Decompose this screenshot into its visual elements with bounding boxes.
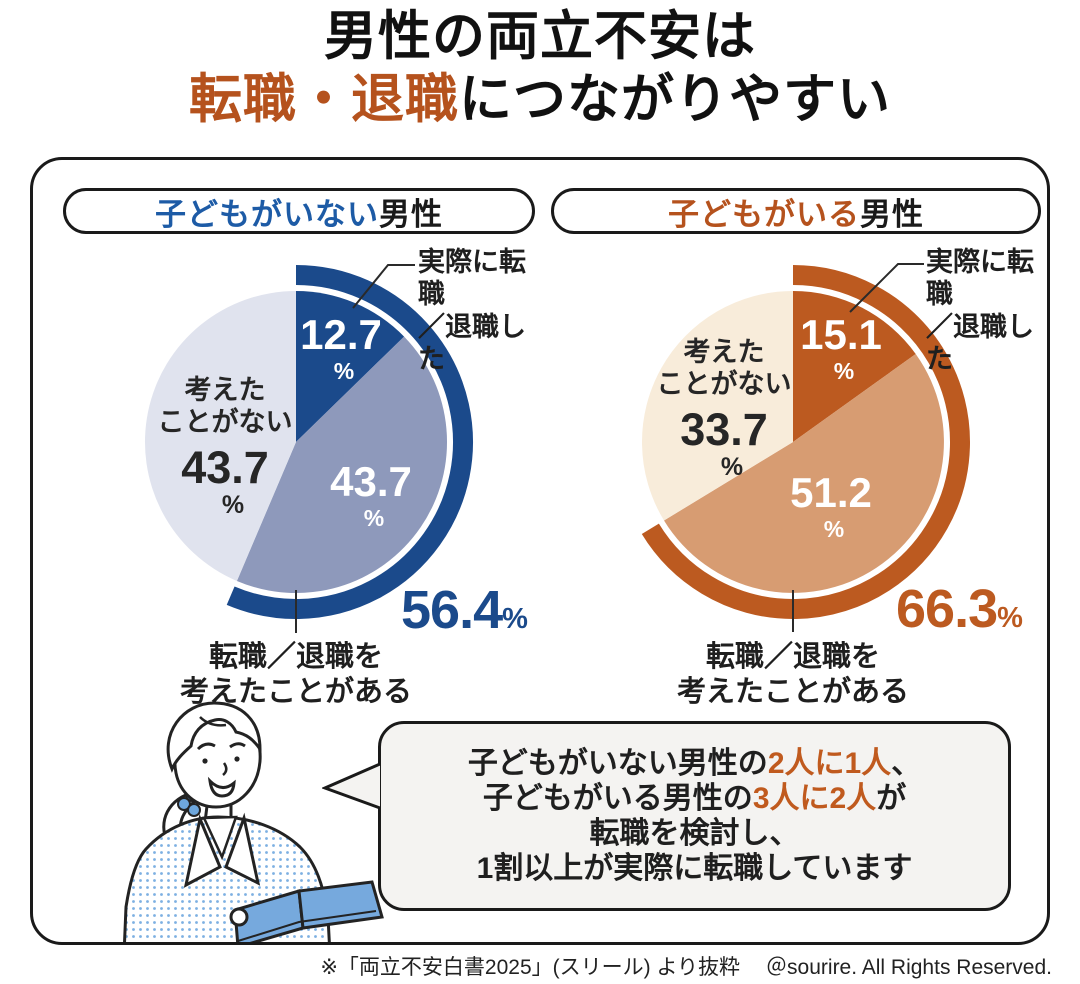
page-title-line1: 男性の両立不安は — [324, 7, 756, 66]
source-credit: ※「両立不安白書2025」(スリール) より抜粋 ＠sourire. All Ri… — [320, 951, 1052, 981]
slice-label-never-considered: 考えた ことがない 43.7 % — [157, 375, 293, 519]
page-title-rest: につながりやすい — [459, 69, 891, 129]
slice-label-never-considered: 考えた ことがない 33.7 % — [656, 337, 792, 481]
eyebrow-right — [229, 742, 246, 749]
mouth — [207, 776, 236, 798]
percent-sign: % — [833, 358, 855, 384]
speech-bubble-tail — [322, 762, 381, 810]
jacket-lapel-right — [224, 812, 261, 886]
group-label-no-children-rest: 男性 — [379, 196, 443, 232]
total-considered-value: 66.3% — [896, 579, 1023, 639]
hand — [229, 907, 249, 927]
bubble-line4: 1割以上が実際に転職しています — [476, 852, 913, 886]
pie-chart-no-children-svg — [144, 264, 473, 633]
slice-value-actually-changed: 12.7 % — [300, 311, 382, 384]
pie-slice — [144, 291, 296, 581]
page-title-line2: 転職・退職につながりやすい — [0, 69, 1080, 132]
total-highlight-arc — [226, 265, 473, 619]
slice-value-never-considered: 43.7 — [181, 441, 269, 493]
bubble-line2: 子どもがいる男性の3人に2人が — [482, 781, 907, 815]
hair-strand — [199, 716, 227, 727]
percent-sign: % — [333, 358, 355, 384]
bubble-line3: 転職を検討し、 — [589, 817, 800, 850]
percent-sign: % — [823, 516, 845, 542]
eye-left — [202, 758, 208, 764]
page-title: 男性の両立不安は 転職・退職につながりやすい — [0, 6, 1080, 131]
callout-leader-line — [352, 264, 415, 309]
group-label-has-children-rest: 男性 — [860, 196, 924, 232]
total-considered-value: 56.4% — [401, 580, 528, 640]
pie-chart-has-children: 実際に転職 ／退職した 15.1 % 51.2 % 考えた ことがない 33.7… — [530, 220, 1040, 725]
bubble-line2-accent: 3人に2人 — [752, 781, 877, 815]
slice-value-considered: 43.7 % — [330, 458, 412, 531]
group-label-no-children: 子どもがいない 男性 — [63, 188, 535, 234]
book-page-edge — [237, 910, 377, 942]
percent-sign: % — [997, 602, 1023, 634]
pie-slice — [641, 291, 793, 521]
eye-right — [234, 756, 240, 762]
book-right-page — [297, 880, 384, 930]
pie-slice — [236, 336, 448, 594]
group-label-has-children-accent: 子どもがいる — [668, 196, 860, 232]
slice-label-actually-changed: 実際に転職 ／退職した — [418, 247, 526, 375]
source-note: ※「両立不安白書2025」(スリール) より抜粋 — [320, 956, 741, 979]
slice-value-considered: 51.2 % — [790, 469, 872, 542]
speech-bubble: 子どもがいない男性の2人に1人、 子どもがいる男性の3人に2人が 転職を検討し、… — [378, 721, 1011, 911]
eyebrow-left — [196, 742, 216, 751]
slice-value-actually-changed: 15.1 % — [800, 311, 882, 384]
percent-sign: % — [363, 505, 385, 531]
pie-slice — [664, 354, 944, 593]
percent-sign: % — [502, 603, 528, 635]
percent-sign: % — [221, 490, 245, 519]
group-label-has-children: 子どもがいる 男性 — [551, 188, 1041, 234]
slice-label-considered: 転職／退職を 考えたことがある — [676, 641, 910, 709]
pie-slice — [793, 291, 916, 442]
callout-leader-line — [849, 263, 924, 313]
slice-value-never-considered: 33.7 — [680, 403, 768, 455]
jacket-lapel-left — [183, 813, 222, 888]
bubble-line1: 子どもがいない男性の2人に1人、 — [467, 746, 922, 780]
bubble-line1-accent: 2人に1人 — [767, 746, 892, 780]
total-highlight-arc — [641, 265, 970, 619]
slice-label-considered: 転職／退職を 考えたことがある — [179, 641, 413, 709]
shirt — [202, 815, 238, 861]
pie-slice — [296, 291, 405, 442]
percent-sign: % — [720, 452, 744, 481]
infographic-card: 子どもがいない 男性 子どもがいる 男性 実際に転職 ／退職した 12.7 % 43… — [30, 157, 1050, 945]
copyright: ＠sourire. All Rights Reserved. — [766, 956, 1052, 979]
pie-chart-has-children-svg — [641, 263, 970, 632]
woman-reading-illustration — [123, 701, 384, 942]
pie-chart-no-children: 実際に転職 ／退職した 12.7 % 43.7 % 考えた ことがない 43.7… — [33, 220, 543, 725]
hair-front — [166, 701, 262, 773]
slice-label-actually-changed: 実際に転職 ／退職した — [926, 247, 1034, 375]
group-label-no-children-accent: 子どもがいない — [155, 196, 379, 232]
page-title-accent: 転職・退職 — [189, 69, 459, 129]
nose — [222, 762, 228, 776]
